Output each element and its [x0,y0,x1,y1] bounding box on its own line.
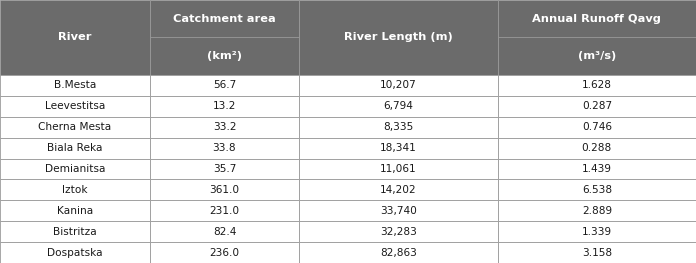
Text: (m³/s): (m³/s) [578,51,616,61]
Bar [299,75,498,96]
Text: 361.0: 361.0 [209,185,239,195]
Text: 1.339: 1.339 [582,227,612,237]
Text: 56.7: 56.7 [213,80,236,90]
Bar [498,75,696,96]
Bar [150,0,299,75]
Bar [150,75,299,96]
Text: 33,740: 33,740 [380,206,417,216]
Bar [498,159,696,179]
Text: Demianitsa: Demianitsa [45,164,105,174]
Text: 0.288: 0.288 [582,143,612,153]
Bar [299,138,498,159]
Text: 82,863: 82,863 [380,247,417,257]
Text: 33.8: 33.8 [213,143,236,153]
Bar [498,0,696,75]
Bar [498,179,696,200]
Bar [0,96,150,117]
Bar [299,200,498,221]
Text: 0.287: 0.287 [582,101,612,111]
Text: 11,061: 11,061 [380,164,417,174]
Bar [0,159,150,179]
Text: 0.746: 0.746 [582,122,612,132]
Bar [0,0,150,75]
Bar [498,96,696,117]
Bar [0,200,150,221]
Text: River Length (m): River Length (m) [344,32,453,43]
Text: 13.2: 13.2 [213,101,236,111]
Bar [299,0,498,75]
Text: 231.0: 231.0 [209,206,239,216]
Text: (km²): (km²) [207,51,242,61]
Bar [299,117,498,138]
Bar [0,221,150,242]
Bar [498,242,696,263]
Bar [498,117,696,138]
Text: Biala Reka: Biala Reka [47,143,102,153]
Text: 32,283: 32,283 [380,227,417,237]
Text: Kanina: Kanina [56,206,93,216]
Text: 1.439: 1.439 [582,164,612,174]
Text: 10,207: 10,207 [380,80,417,90]
Bar [150,96,299,117]
Bar [150,179,299,200]
Bar [0,117,150,138]
Bar [498,221,696,242]
Bar [299,221,498,242]
Bar [299,96,498,117]
Bar [150,117,299,138]
Bar [299,159,498,179]
Bar [299,242,498,263]
Text: Iztok: Iztok [62,185,88,195]
Text: 1.628: 1.628 [582,80,612,90]
Text: 8,335: 8,335 [383,122,413,132]
Text: Cherna Mesta: Cherna Mesta [38,122,111,132]
Text: 6,794: 6,794 [383,101,413,111]
Text: 33.2: 33.2 [213,122,236,132]
Bar [299,179,498,200]
Text: Catchment area: Catchment area [173,14,276,24]
Bar [498,138,696,159]
Bar [150,138,299,159]
Text: 3.158: 3.158 [582,247,612,257]
Text: 18,341: 18,341 [380,143,417,153]
Bar [0,242,150,263]
Text: 236.0: 236.0 [209,247,239,257]
Bar [0,138,150,159]
Text: Leevestitsa: Leevestitsa [45,101,105,111]
Bar [150,242,299,263]
Bar [0,179,150,200]
Bar [150,221,299,242]
Text: 14,202: 14,202 [380,185,417,195]
Text: 2.889: 2.889 [582,206,612,216]
Text: B.Mesta: B.Mesta [54,80,96,90]
Text: Annual Runoff Qavg: Annual Runoff Qavg [532,14,661,24]
Text: River: River [58,32,92,43]
Text: Dospatska: Dospatska [47,247,102,257]
Text: 6.538: 6.538 [582,185,612,195]
Text: 35.7: 35.7 [213,164,236,174]
Bar [150,159,299,179]
Bar [150,200,299,221]
Text: 82.4: 82.4 [213,227,236,237]
Bar [0,75,150,96]
Bar [498,200,696,221]
Text: Bistritza: Bistritza [53,227,97,237]
